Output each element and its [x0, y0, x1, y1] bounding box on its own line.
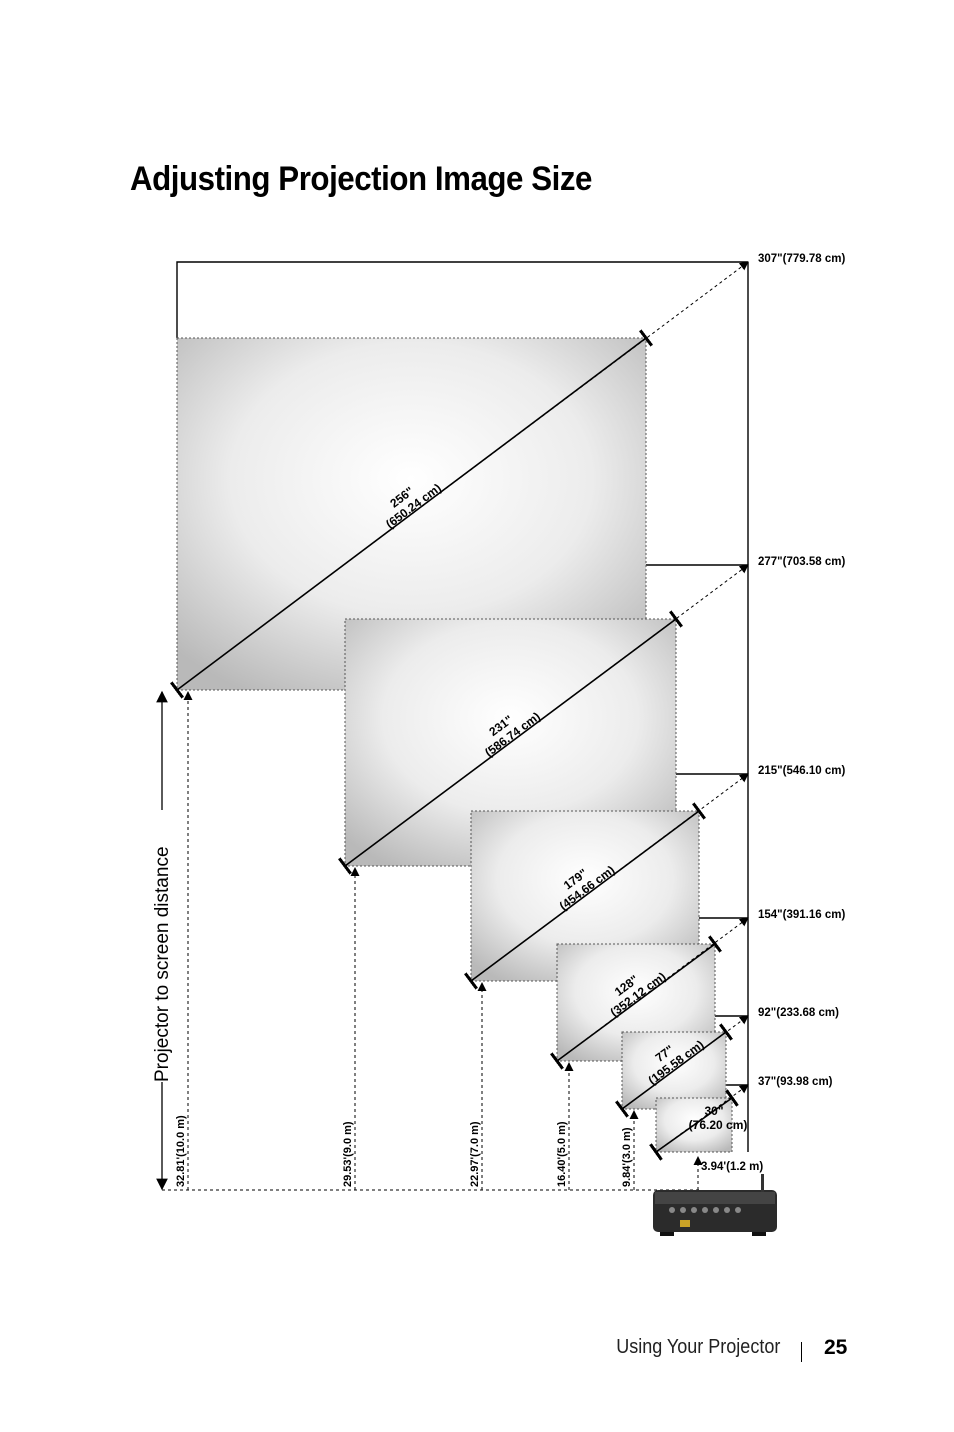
distance-label-3: 22.97'(7.0 m) [469, 1121, 481, 1187]
projector-port-icon [724, 1207, 730, 1213]
max-size-label-1: 307"(779.78 cm) [758, 253, 845, 265]
min-diagonal-5 [615, 1023, 733, 1118]
projector-port-icon [669, 1207, 675, 1213]
distance-label-2: 29.53'(9.0 m) [342, 1121, 354, 1187]
max-size-label-3: 215"(546.10 cm) [758, 765, 845, 777]
projector-port-icon [691, 1207, 697, 1213]
max-size-label-6: 37"(93.98 cm) [758, 1076, 833, 1088]
min-diagonal-6 [649, 1089, 739, 1161]
max-size-label-2: 277"(703.58 cm) [758, 556, 845, 568]
max-size-label-5: 92"(233.68 cm) [758, 1007, 839, 1019]
distance-label-6: 3.94'(1.2 m) [701, 1161, 763, 1173]
distance-label-1: 32.81'(10.0 m) [175, 1115, 187, 1187]
distance-label-5: 9.84'(3.0 m) [621, 1127, 633, 1187]
projector-port-icon [680, 1207, 686, 1213]
min-diagonal-2 [337, 610, 684, 875]
projector-top-panel [655, 1192, 775, 1204]
max-size-label-4: 154"(391.16 cm) [758, 909, 845, 921]
projector-foot-left [660, 1232, 674, 1236]
projector-antenna [761, 1174, 764, 1192]
page-number: 25 [824, 1336, 848, 1359]
max-frame-1 [176, 261, 748, 338]
distance-axis-label: Projector to screen distance [152, 846, 173, 1082]
page-title: Adjusting Projection Image Size [130, 160, 592, 198]
diag-label-cm-6: (76.20 cm) [689, 1118, 748, 1132]
diag-label-inch-6: 30" [704, 1104, 723, 1118]
min-diagonal-4 [550, 935, 722, 1070]
min-diagonal-3 [463, 802, 707, 990]
footer-separator [801, 1342, 802, 1362]
projector-foot-right [752, 1232, 766, 1236]
projector-port-icon [702, 1207, 708, 1213]
min-diagonal-1 [169, 329, 654, 699]
projector-power-port-icon [680, 1220, 690, 1227]
distance-label-4: 16.40'(5.0 m) [556, 1121, 568, 1187]
projector-port-icon [735, 1207, 741, 1213]
projector-port-icon [713, 1207, 719, 1213]
footer-section-title: Using Your Projector [615, 1336, 780, 1358]
diag-label-6: 30"(76.20 cm) [689, 1104, 748, 1132]
